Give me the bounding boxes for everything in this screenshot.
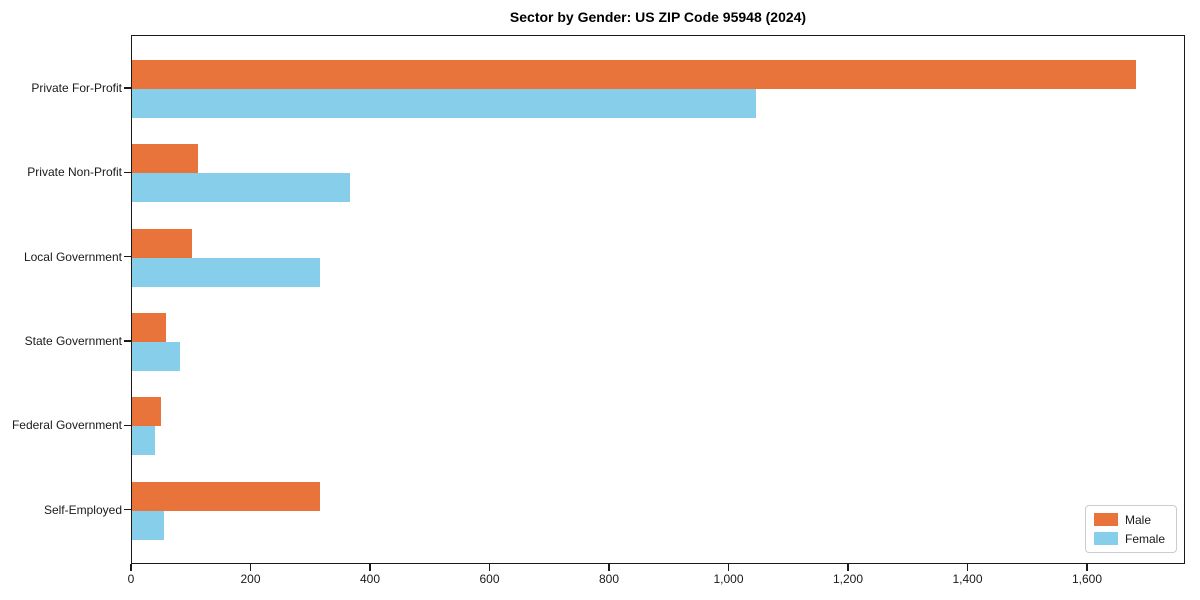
bar-male-federal-government <box>132 397 162 427</box>
bar-male-self-employed <box>132 481 320 511</box>
x-tick-label: 400 <box>359 572 381 586</box>
bar-female-private-non-profit <box>132 173 351 203</box>
x-tick-label: 200 <box>240 572 261 586</box>
y-tick-mark <box>124 424 131 426</box>
legend-label: Female <box>1124 531 1165 546</box>
x-tick-label: 1,400 <box>952 572 983 586</box>
x-tick-label: 800 <box>598 572 620 586</box>
y-tick-label: Local Government <box>23 249 122 264</box>
legend-item-male: Male <box>1093 512 1165 527</box>
x-tick-mark <box>727 564 730 571</box>
legend-label: Male <box>1124 512 1151 527</box>
y-tick-label: Federal Government <box>11 418 122 433</box>
y-tick-mark <box>124 87 131 89</box>
x-tick-mark <box>369 564 371 571</box>
plot-area: Male Female <box>131 35 1185 564</box>
bar-male-private-for-profit <box>132 60 1136 89</box>
legend-item-female: Female <box>1093 531 1165 546</box>
bar-male-state-government <box>132 312 167 342</box>
bar-female-local-government <box>132 257 321 287</box>
x-tick-mark <box>249 564 252 571</box>
x-tick-mark <box>1086 564 1088 571</box>
x-tick-mark <box>966 564 969 571</box>
x-tick-label: 600 <box>479 572 500 586</box>
y-tick-label: Private Non-Profit <box>27 165 122 180</box>
x-tick-mark <box>608 564 610 571</box>
bar-female-state-government <box>132 341 180 371</box>
y-tick-label: Self-Employed <box>43 502 122 517</box>
x-tick-mark <box>130 564 132 571</box>
y-tick-mark <box>124 508 131 511</box>
y-tick-mark <box>124 255 131 258</box>
bar-male-local-government <box>132 228 192 258</box>
bar-female-private-for-profit <box>132 89 757 118</box>
x-tick-label: 0 <box>127 572 135 586</box>
legend: Male Female <box>1084 505 1177 553</box>
x-tick-label: 1,200 <box>832 572 864 586</box>
bar-female-federal-government <box>132 426 156 456</box>
y-tick-label: State Government <box>24 333 122 348</box>
bar-female-self-employed <box>132 510 165 540</box>
x-tick-mark <box>847 564 849 571</box>
x-tick-label: 1,000 <box>713 572 744 586</box>
y-tick-label: Private For-Profit <box>31 81 122 95</box>
x-tick-mark <box>488 564 491 571</box>
legend-swatch-male <box>1093 513 1118 526</box>
legend-swatch-female <box>1093 532 1118 545</box>
x-tick-label: 1,600 <box>1071 572 1103 586</box>
y-tick-mark <box>124 171 131 173</box>
bar-male-private-non-profit <box>132 144 198 174</box>
chart-title: Sector by Gender: US ZIP Code 95948 (202… <box>509 9 807 25</box>
y-tick-mark <box>124 340 131 342</box>
